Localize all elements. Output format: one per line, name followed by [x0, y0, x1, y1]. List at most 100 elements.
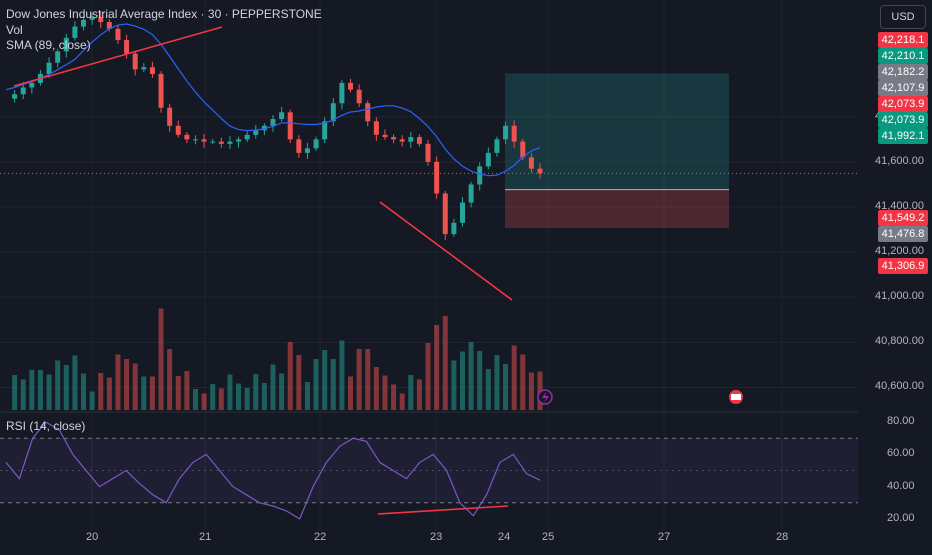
volume-bar [287, 342, 293, 410]
event-markers[interactable] [537, 389, 743, 405]
time-tick-label: 25 [542, 531, 555, 543]
volume-bar [175, 376, 181, 410]
volume-bar [98, 373, 104, 410]
candle-body [201, 139, 207, 142]
candle-body [106, 22, 112, 29]
volume-bar [322, 350, 328, 410]
candle-body [72, 26, 78, 38]
rsi-band-fill [0, 438, 858, 503]
candle-body [399, 139, 405, 142]
rsi-tick-label: 40.00 [887, 479, 915, 492]
candle-body [218, 141, 224, 144]
currency-button[interactable]: USD [880, 5, 926, 29]
candle-body [356, 89, 362, 104]
volume-bar [244, 388, 250, 410]
candle-body [244, 134, 250, 140]
volume-bar [494, 355, 500, 410]
candle-body [373, 121, 379, 135]
volume-bar [218, 388, 224, 410]
candle-body [63, 37, 69, 52]
price-tick-label: 41,400.00 [875, 200, 924, 212]
trendline [379, 201, 513, 301]
price-tag: 41,992.1 [878, 128, 928, 144]
volume-bar [399, 393, 405, 410]
candle-body [468, 184, 474, 203]
lightning-icon [542, 392, 549, 403]
candle-body [322, 121, 328, 140]
candle-body [175, 125, 181, 135]
candle-body [149, 67, 155, 74]
candle-body [477, 166, 483, 185]
candle-body [192, 139, 198, 141]
volume-bar [296, 355, 302, 410]
candle-body [20, 87, 26, 95]
rsi-line [5, 421, 541, 520]
volume-bar [270, 364, 276, 410]
candle-body [253, 130, 259, 135]
flag-stripe [731, 394, 741, 400]
candle-body [29, 82, 35, 88]
volume-bar [511, 345, 517, 410]
volume-bar [29, 370, 35, 410]
price-tag: 41,306.9 [878, 258, 928, 274]
volume-bar [192, 389, 198, 410]
candle-body [313, 139, 319, 149]
price-tag: 42,182.2 [878, 64, 928, 80]
candle-body [348, 82, 354, 90]
candle-body [503, 125, 509, 140]
chart-title: Dow Jones Industrial Average Index · 30 … [6, 7, 322, 21]
candle-body [459, 202, 465, 223]
volume-bar [348, 376, 354, 410]
rsi-tick-label: 60.00 [887, 447, 915, 460]
volume-bar [55, 360, 61, 410]
candle-body [485, 152, 491, 167]
volume-bar [468, 342, 474, 410]
volume-bar [149, 376, 155, 410]
price-tag: 42,218.1 [878, 32, 928, 48]
volume-bar [167, 349, 173, 410]
trendlines[interactable] [13, 26, 513, 515]
position-tool[interactable] [505, 73, 729, 228]
candle-body [236, 139, 242, 142]
volume-bar [365, 349, 371, 410]
volume-bar [236, 383, 242, 410]
candle-body [184, 134, 190, 140]
volume-bar [356, 349, 362, 410]
price-tick-label: 41,200.00 [875, 245, 924, 258]
volume-bar [485, 369, 491, 410]
candle-body [279, 112, 285, 120]
time-tick-label: 27 [658, 531, 671, 543]
candle-body [520, 141, 526, 158]
candle-body [451, 222, 457, 235]
candle-body [210, 141, 216, 143]
rsi-tick-label: 80.00 [887, 415, 915, 428]
candle-body [287, 112, 293, 140]
volume-bar [46, 374, 52, 410]
trendline [13, 26, 223, 87]
volume-bar [63, 365, 69, 410]
price-tick-label: 41,600.00 [875, 154, 924, 167]
volume-bar [20, 379, 26, 410]
volume-bar [37, 370, 43, 410]
volume-bar [477, 351, 483, 410]
volume-bar [382, 375, 388, 410]
candle-body [158, 73, 164, 108]
volume-bar [141, 376, 147, 410]
volume-bar [313, 359, 319, 410]
candle-body [167, 107, 173, 126]
candle-body [12, 94, 18, 99]
volume-bar [158, 308, 164, 410]
time-tick-label: 21 [199, 531, 212, 543]
volume-bar [12, 375, 18, 410]
trendline [377, 505, 509, 515]
volume-bar [132, 363, 138, 410]
volume-bar [184, 371, 190, 410]
volume-bar [124, 359, 130, 410]
volume-bars [12, 308, 543, 410]
candle-body [391, 137, 397, 140]
candle-body [528, 157, 534, 169]
volume-bar [451, 360, 457, 410]
volume-bar [425, 343, 431, 410]
